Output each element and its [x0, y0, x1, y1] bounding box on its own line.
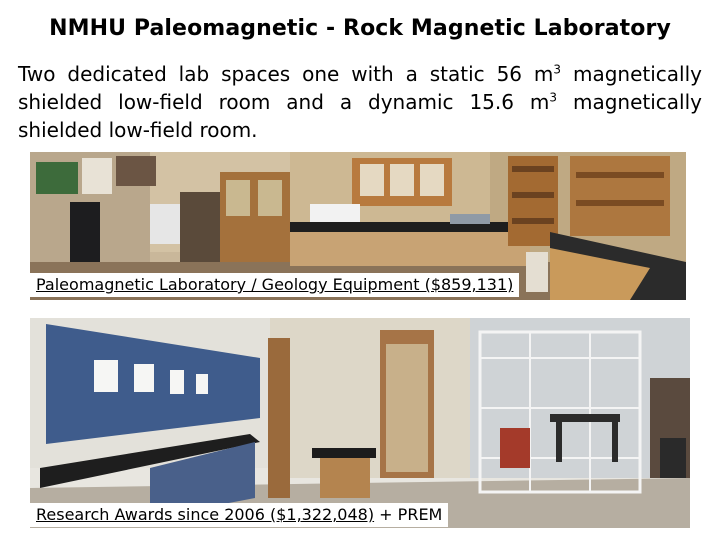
shielded-room-illustration: [30, 318, 690, 528]
slide-title: NMHU Paleomagnetic - Rock Magnetic Labor…: [49, 16, 671, 41]
slide-body-text: Two dedicated lab spaces one with a stat…: [18, 60, 702, 144]
body-text-superscript-2: 3: [549, 90, 558, 105]
research-awards-caption-suffix: + PREM: [374, 505, 443, 524]
paleomagnetic-lab-caption: Paleomagnetic Laboratory / Geology Equip…: [30, 273, 520, 297]
body-text-part-1: Two dedicated lab spaces one with a stat…: [18, 62, 554, 86]
research-awards-caption: Research Awards since 2006 ($1,322,048) …: [30, 503, 449, 527]
body-text-superscript-1: 3: [553, 62, 562, 77]
research-awards-caption-text: Research Awards since 2006 ($1,322,048): [36, 505, 375, 524]
paleomagnetic-lab-caption-text: Paleomagnetic Laboratory / Geology Equip…: [36, 275, 514, 294]
shielded-room-photo: [30, 318, 690, 528]
body-text-part-3: magnetically shielded low-field room.: [18, 90, 702, 142]
body-text-part-2: magnetically shielded low-field room and…: [18, 62, 702, 114]
